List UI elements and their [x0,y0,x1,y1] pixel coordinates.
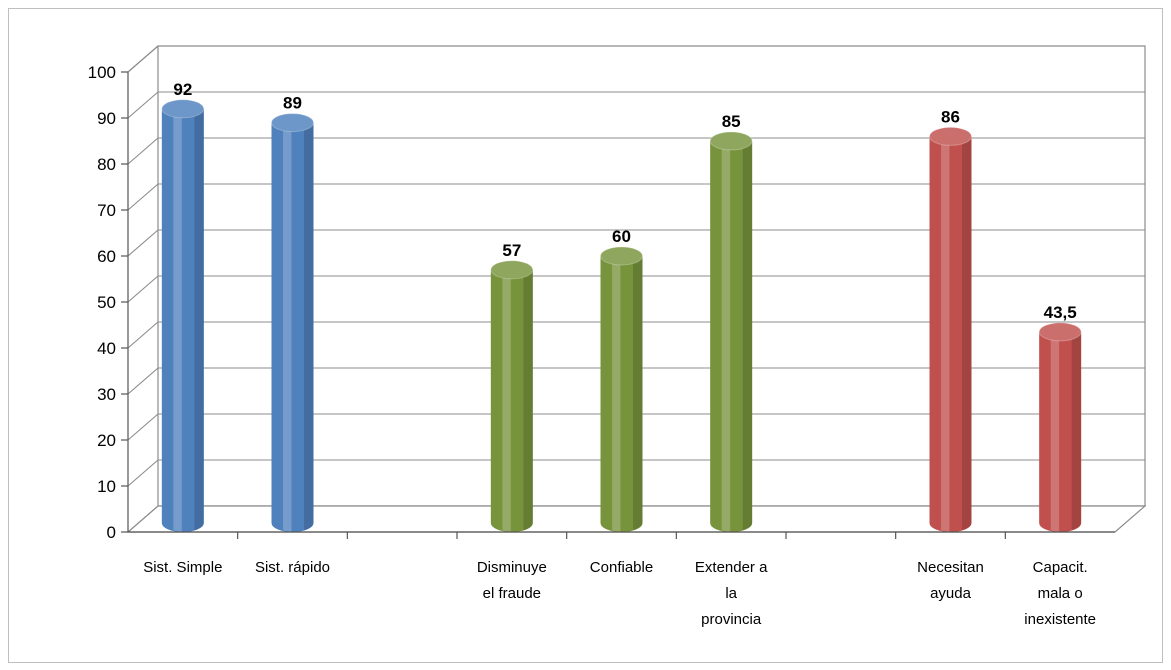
gridline [127,459,1145,487]
bar-body [271,122,314,532]
bar-shade [962,136,972,531]
bar-top [271,113,314,133]
y-tick-label: 60 [97,247,116,266]
y-axis: 0 10 20 30 40 50 60 70 80 90 100 [88,63,129,542]
bar [929,126,972,532]
bar-top-sheen [1039,322,1082,341]
bar-shade [304,122,314,531]
data-label: 57 [502,241,521,260]
bar [709,131,753,532]
bar-top-sheen [271,113,314,132]
x-tick-label: inexistente [1024,611,1096,628]
bar-top-sheen [600,247,643,265]
x-tick-label: provincia [701,611,762,628]
bar-shade [523,269,533,531]
bar-shade [1071,331,1082,531]
bar-top-sheen [161,99,204,118]
x-tick-label: ayuda [930,585,972,602]
bar-highlight [612,256,621,532]
gridline [127,183,1145,211]
y-tick-label: 50 [97,293,116,312]
bar-body [710,141,753,532]
bar-body [600,256,643,532]
bar-top-sheen [710,132,753,150]
gridline [127,321,1145,349]
bar [600,246,643,532]
data-label: 60 [612,227,631,246]
x-tick-label: la [725,585,737,602]
y-tick-label: 0 [107,523,116,542]
bar [271,113,314,532]
bar-top [490,260,534,280]
gridline [127,91,1145,119]
bar-highlight [721,141,731,532]
y-tick-label: 40 [97,339,116,358]
x-tick-label: Sist. Simple [143,559,222,576]
y-tick-label: 10 [97,477,116,496]
data-label: 92 [173,80,192,99]
bar-shade [194,108,204,531]
data-label: 89 [283,94,302,113]
gridline [127,229,1145,257]
bar [490,260,534,532]
bar-body [490,269,533,532]
x-tick-label: Sist. rápido [255,559,330,576]
bar-shade [742,141,753,531]
gridline [127,45,1145,73]
bar-top [161,99,205,119]
x-tick-label: Disminuye [477,559,547,576]
gridlines [127,45,1145,533]
bar-body [161,108,204,533]
bar-highlight [173,108,182,532]
bar-highlight [502,269,511,532]
y-tick-label: 90 [97,109,116,128]
bars [161,99,1082,533]
gridline [127,413,1145,441]
bar-top [600,246,643,266]
bar-top [1038,322,1082,342]
bar [1038,322,1082,532]
y-tick-label: 80 [97,155,116,174]
bar-top-sheen [490,260,533,279]
data-labels: 92 89 57 60 85 86 43,5 [173,80,1076,322]
bar-shade [633,256,643,531]
gridline [127,275,1145,303]
bar-top-sheen [929,127,972,146]
y-tick-label: 100 [88,63,116,82]
x-tick-label: el fraude [483,585,541,602]
x-axis: Sist. Simple Sist. rápido Disminuye el frau… [128,531,1115,628]
x-tick-label: Capacit. [1033,559,1088,576]
bar-top [709,131,753,151]
x-tick-label: Extender a [695,559,768,576]
bar-body [929,136,972,532]
y-tick-label: 70 [97,201,116,220]
gridline [127,137,1145,165]
x-tick-label: mala o [1038,585,1083,602]
bar-top [929,126,972,146]
gridline [127,367,1145,395]
y-tick-label: 30 [97,385,116,404]
bar-highlight [941,136,950,532]
bar-highlight [1050,331,1060,532]
bar-body [1039,331,1082,532]
y-tick-label: 20 [97,431,116,450]
gridline [127,505,1145,533]
x-tick-label: Confiable [590,559,653,576]
bar-highlight [283,122,292,532]
x-tick-label: Necesitan [917,559,984,576]
bar [161,99,205,533]
data-label: 86 [941,107,960,126]
data-label: 43,5 [1044,303,1077,322]
data-label: 85 [722,112,741,131]
